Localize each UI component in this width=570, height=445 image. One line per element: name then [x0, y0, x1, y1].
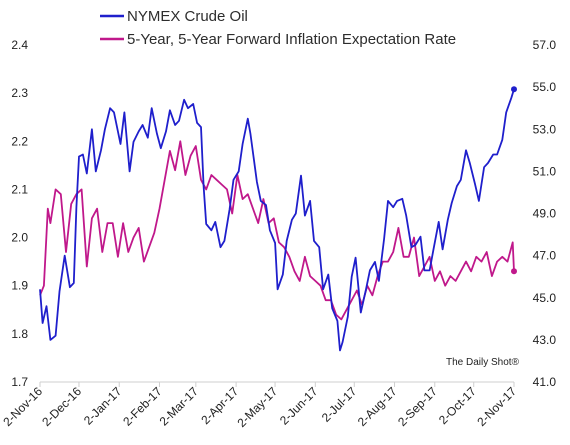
x-axis-tick-label: 2-Jul-17 — [319, 384, 360, 425]
x-axis-tick-label: 2-Oct-17 — [436, 384, 479, 427]
x-axis-ticks — [39, 382, 515, 387]
x-axis-tick-label: 2-Sep-17 — [395, 384, 440, 429]
right-axis-tick-labels: 41.0 43.0 45.0 47.0 49.0 51.0 53.0 55.0 57.0 — [533, 38, 557, 389]
left-axis-tick-label: 1.8 — [11, 327, 28, 341]
right-axis-tick-label: 45.0 — [533, 291, 557, 305]
right-axis-tick-label: 41.0 — [533, 375, 557, 389]
x-axis-tick-labels: 2-Nov-162-Dec-162-Jan-172-Feb-172-Mar-17… — [0, 384, 519, 430]
x-axis-tick-label: 2-Nov-16 — [0, 384, 45, 429]
series-end-marker-inflation-expectation — [511, 268, 517, 275]
left-axis-tick-label: 2.3 — [11, 86, 28, 100]
left-axis-tick-label: 2.2 — [11, 134, 28, 148]
legend: NYMEX Crude Oil 5-Year, 5-Year Forward I… — [100, 8, 456, 48]
x-axis-tick-label: 2-May-17 — [234, 384, 280, 430]
x-axis-tick-label: 2-Feb-17 — [120, 384, 165, 429]
x-axis-tick-label: 2-Aug-17 — [355, 384, 400, 429]
left-axis-tick-label: 2.1 — [11, 182, 28, 196]
series-end-marker-crude-oil — [511, 86, 517, 93]
x-axis-tick-label: 2-Dec-16 — [39, 384, 84, 429]
series-end-markers — [511, 86, 517, 275]
right-axis-tick-label: 57.0 — [533, 38, 557, 52]
right-axis-tick-label: 51.0 — [533, 164, 557, 178]
legend-item-crude-oil: NYMEX Crude Oil — [100, 8, 248, 25]
series-lines — [39, 88, 515, 352]
left-axis-tick-label: 1.7 — [11, 375, 28, 389]
right-axis-tick-label: 55.0 — [533, 80, 557, 94]
x-axis-tick-label: 2-Jan-17 — [81, 384, 125, 428]
legend-item-inflation-expectation: 5-Year, 5-Year Forward Inflation Expecta… — [100, 31, 456, 48]
left-axis-tick-label: 1.9 — [11, 279, 28, 293]
watermark: The Daily Shot® — [446, 357, 520, 368]
series-line-inflation-expectation — [39, 140, 515, 321]
series-line-crude-oil — [39, 88, 515, 352]
x-axis-tick-label: 2-Mar-17 — [157, 384, 202, 429]
x-axis-tick-label: 2-Nov-17 — [474, 384, 519, 429]
right-axis-tick-label: 43.0 — [533, 333, 557, 347]
left-axis-tick-labels: 1.7 1.8 1.9 2.0 2.1 2.2 2.3 2.4 — [11, 38, 28, 389]
right-axis-tick-label: 47.0 — [533, 249, 557, 263]
right-axis-tick-label: 53.0 — [533, 122, 557, 136]
legend-label-inflation-expectation: 5-Year, 5-Year Forward Inflation Expecta… — [127, 31, 456, 48]
x-axis-tick-label: 2-Jun-17 — [277, 384, 321, 428]
legend-label-crude-oil: NYMEX Crude Oil — [127, 8, 248, 25]
right-axis-tick-label: 49.0 — [533, 207, 557, 221]
left-axis-tick-label: 2.0 — [11, 231, 28, 245]
left-axis-tick-label: 2.4 — [11, 38, 28, 52]
